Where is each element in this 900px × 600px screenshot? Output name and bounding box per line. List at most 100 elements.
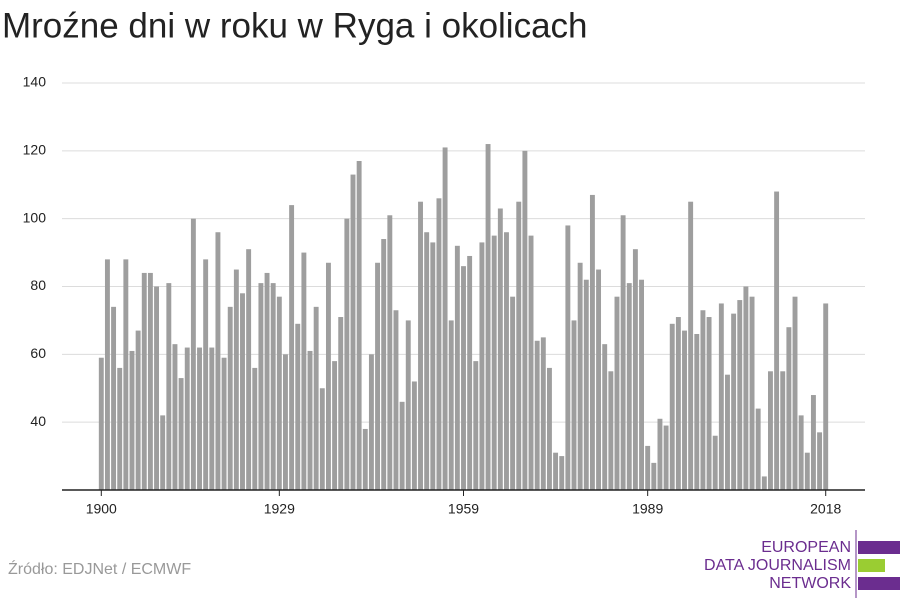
bar [442,147,448,491]
bar [172,344,178,490]
bar [184,347,190,490]
bar [141,272,147,490]
bar [774,191,780,491]
bar [589,194,595,491]
bar [700,310,706,490]
bar [596,269,602,490]
bar [528,235,534,490]
bar [240,293,245,490]
bar [706,317,712,490]
bar [559,456,565,490]
bar [798,415,804,490]
bar [786,327,792,490]
bar [430,242,436,490]
bar [344,218,350,490]
bar [111,306,117,490]
y-tick-label: 100 [23,209,47,225]
bar [246,249,252,490]
bar [338,317,344,490]
bar [817,432,823,490]
bar [356,161,362,490]
bar [129,350,135,490]
bar [393,310,399,490]
logo-text: EUROPEAN [761,539,851,556]
chart-title: Mroźne dni w roku w Ryga i okolicach [2,6,588,45]
bar [197,347,202,490]
bar [792,296,798,490]
bar [221,357,227,490]
bar [565,225,571,490]
bar [276,296,282,490]
bar [270,283,276,490]
bar [657,418,663,490]
bar [117,367,123,490]
bar [823,303,829,490]
bar [522,150,528,491]
bar [497,208,503,490]
bar [350,174,356,490]
bar [682,330,687,490]
bar [491,235,497,490]
bar [467,255,473,490]
bar [669,323,675,490]
bar [154,286,159,490]
logo-text: DATA JOURNALISM [704,557,851,574]
bar [295,323,301,490]
y-tick-label: 140 [23,74,47,90]
bar [313,306,319,490]
bar [362,428,368,490]
bar [546,367,552,490]
bar [620,215,626,490]
bar [252,367,258,490]
bar [694,333,700,490]
logo-bar [858,577,900,590]
bar [368,354,374,490]
y-tick-label: 40 [30,413,46,429]
bar [332,361,338,490]
bar [424,232,430,490]
bar [411,381,417,490]
bar [516,201,522,491]
x-tick-label: 1959 [448,501,479,517]
bar [325,262,331,490]
bar [436,198,442,491]
bar [301,252,307,490]
bar [688,201,694,491]
y-tick-label: 120 [23,142,47,158]
bar [675,317,681,490]
bar [178,378,184,490]
bar [768,371,773,490]
bar [147,272,153,490]
bar [810,395,816,490]
bar [258,283,264,490]
bar [553,452,559,490]
logo-bar [858,559,885,572]
bar [203,259,209,490]
bar [233,269,239,490]
bar [307,350,313,490]
bar [160,415,166,490]
bar [473,361,479,490]
bar [375,262,381,490]
logo-bar [858,541,900,554]
bar [215,232,221,490]
bar [632,249,638,490]
bar [319,388,325,490]
bar [405,320,411,490]
bar [743,286,749,490]
bar [737,300,743,490]
bar [749,296,755,490]
bar [227,306,233,490]
bar [780,371,786,490]
bar [123,259,129,490]
bar [718,303,724,490]
bar [608,371,614,490]
bar [571,320,577,490]
bar [190,218,196,490]
bar [761,476,767,490]
bar [540,337,546,490]
bar [577,262,583,490]
bar [381,239,387,490]
source: Źródło: EDJNet / ECMWF [8,559,191,578]
